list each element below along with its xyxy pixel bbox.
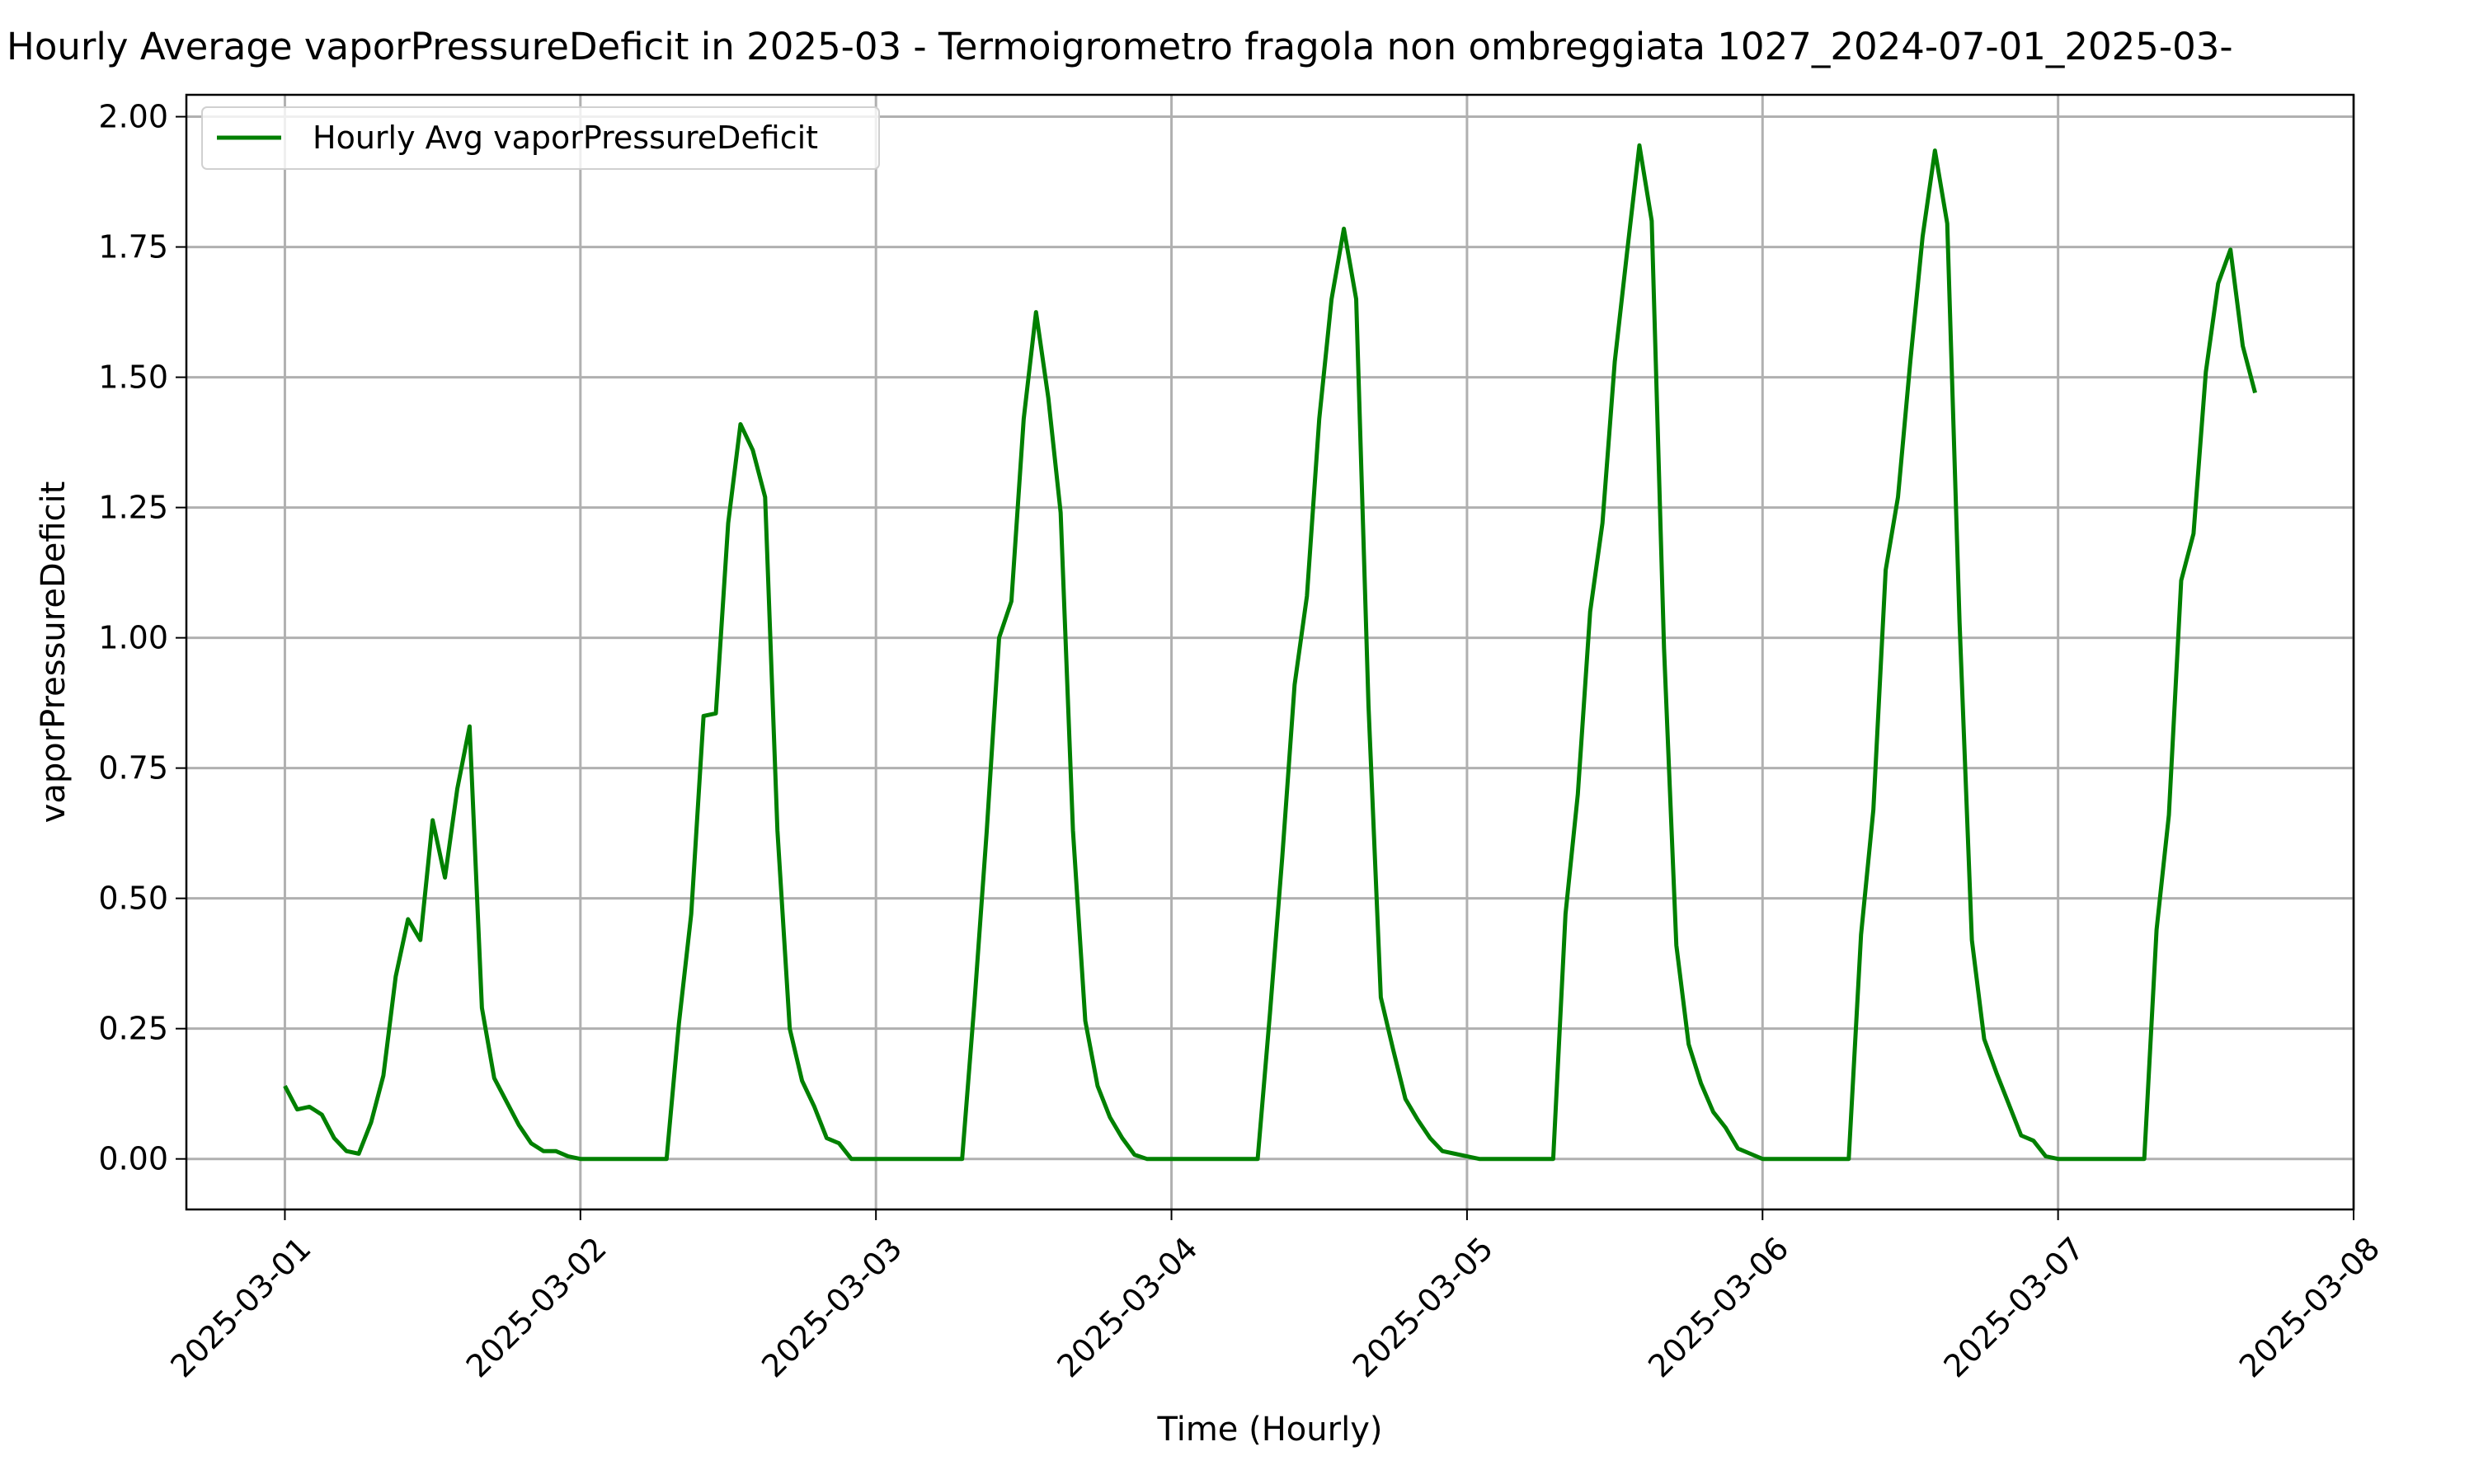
y-tick-label: 0.50 xyxy=(98,881,168,917)
y-tick-label: 1.50 xyxy=(98,359,168,396)
legend-box xyxy=(201,106,880,170)
legend: Hourly Avg vaporPressureDeficit xyxy=(201,106,880,170)
chart-title: Hourly Average vaporPressureDeficit in 2… xyxy=(7,25,2233,68)
x-tick-label: 2025-03-02 xyxy=(459,1230,614,1384)
x-tick-label: 2025-03-04 xyxy=(1050,1230,1204,1384)
y-tick-label: 2.00 xyxy=(98,99,168,135)
y-tick-label: 1.25 xyxy=(98,490,168,526)
x-tick-label: 2025-03-07 xyxy=(1937,1230,2091,1384)
x-tick-label: 2025-03-05 xyxy=(1346,1230,1500,1384)
y-tick-label: 1.00 xyxy=(98,620,168,656)
y-tick-label: 1.75 xyxy=(98,229,168,265)
x-tick-label: 2025-03-06 xyxy=(1641,1230,1795,1384)
y-tick-label: 0.00 xyxy=(98,1141,168,1177)
y-axis-label: vaporPressureDeficit xyxy=(35,481,73,824)
x-axis-label: Time (Hourly) xyxy=(1157,1411,1383,1449)
y-tick-label: 0.75 xyxy=(98,750,168,787)
data-line xyxy=(283,143,2257,1162)
plot-frame xyxy=(185,93,2355,1211)
x-tick-label: 2025-03-03 xyxy=(755,1230,909,1384)
legend-label: Hourly Avg vaporPressureDeficit xyxy=(313,120,818,156)
x-tick-label: 2025-03-08 xyxy=(2232,1230,2387,1384)
y-tick-label: 0.25 xyxy=(98,1011,168,1047)
x-tick-label: 2025-03-01 xyxy=(163,1230,317,1384)
